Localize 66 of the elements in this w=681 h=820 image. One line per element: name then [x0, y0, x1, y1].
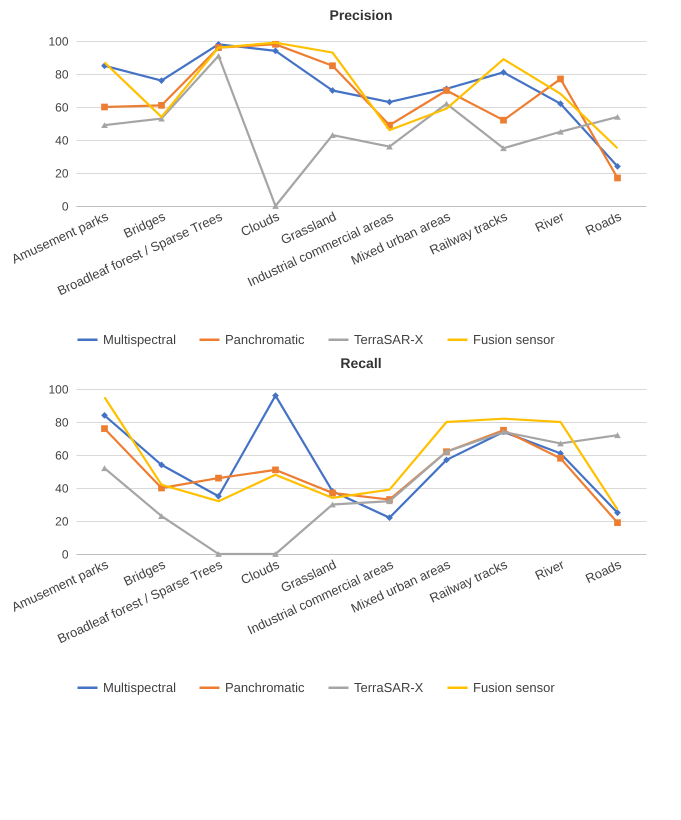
point [329, 62, 336, 70]
point [215, 492, 222, 500]
x-tick-label: River [532, 556, 568, 584]
x-tick-label: Roads [583, 208, 624, 238]
point [614, 163, 621, 170]
point [158, 77, 165, 84]
point [614, 509, 621, 516]
point [329, 132, 336, 138]
point [500, 116, 507, 124]
y-tick-label: 80 [55, 68, 69, 82]
point [614, 174, 621, 182]
point [557, 454, 564, 462]
y-tick-label: 100 [48, 382, 69, 396]
x-tick-label: Roads [583, 556, 624, 586]
y-tick-label: 0 [62, 200, 69, 214]
x-tick-label: Clouds [238, 556, 282, 588]
legend-label: Fusion sensor [473, 680, 556, 695]
legend-label: Panchromatic [225, 680, 305, 695]
chart-title: Precision [329, 7, 393, 23]
legend-label: Multispectral [103, 680, 176, 695]
legend-label: TerraSAR-X [354, 680, 424, 695]
legend-label: Panchromatic [225, 332, 305, 347]
point [272, 48, 279, 54]
point [329, 87, 336, 94]
point [443, 456, 450, 464]
point [614, 432, 621, 438]
legend-label: Fusion sensor [473, 332, 556, 347]
point [614, 114, 621, 120]
y-tick-label: 60 [55, 448, 69, 462]
y-tick-label: 0 [62, 548, 69, 562]
point [272, 466, 279, 474]
point [101, 412, 108, 419]
y-tick-label: 40 [55, 134, 69, 148]
y-tick-label: 100 [48, 34, 69, 48]
y-tick-label: 40 [55, 482, 69, 496]
point [557, 128, 564, 135]
point [215, 474, 222, 482]
x-tick-label: River [532, 208, 568, 236]
point [158, 513, 165, 519]
point [101, 122, 108, 128]
point [101, 104, 108, 110]
point [557, 76, 564, 82]
x-tick-label: Clouds [238, 208, 282, 240]
point [101, 425, 108, 432]
point [500, 68, 507, 76]
point [158, 102, 165, 109]
point [500, 145, 507, 152]
legend-label: TerraSAR-X [354, 332, 424, 347]
y-tick-label: 20 [55, 514, 69, 528]
chart-title: Recall [340, 355, 382, 371]
point [215, 52, 222, 59]
y-tick-label: 20 [55, 166, 69, 180]
legend-label: Multispectral [103, 332, 176, 347]
point [557, 440, 564, 446]
y-tick-label: 60 [55, 100, 69, 114]
y-tick-label: 80 [55, 416, 69, 430]
point [614, 519, 621, 526]
point [386, 98, 393, 106]
point [215, 551, 222, 557]
point [158, 462, 165, 468]
point [386, 144, 393, 150]
point [272, 392, 279, 399]
point [386, 514, 393, 522]
point [272, 551, 279, 557]
point [557, 100, 564, 108]
point [272, 203, 279, 209]
